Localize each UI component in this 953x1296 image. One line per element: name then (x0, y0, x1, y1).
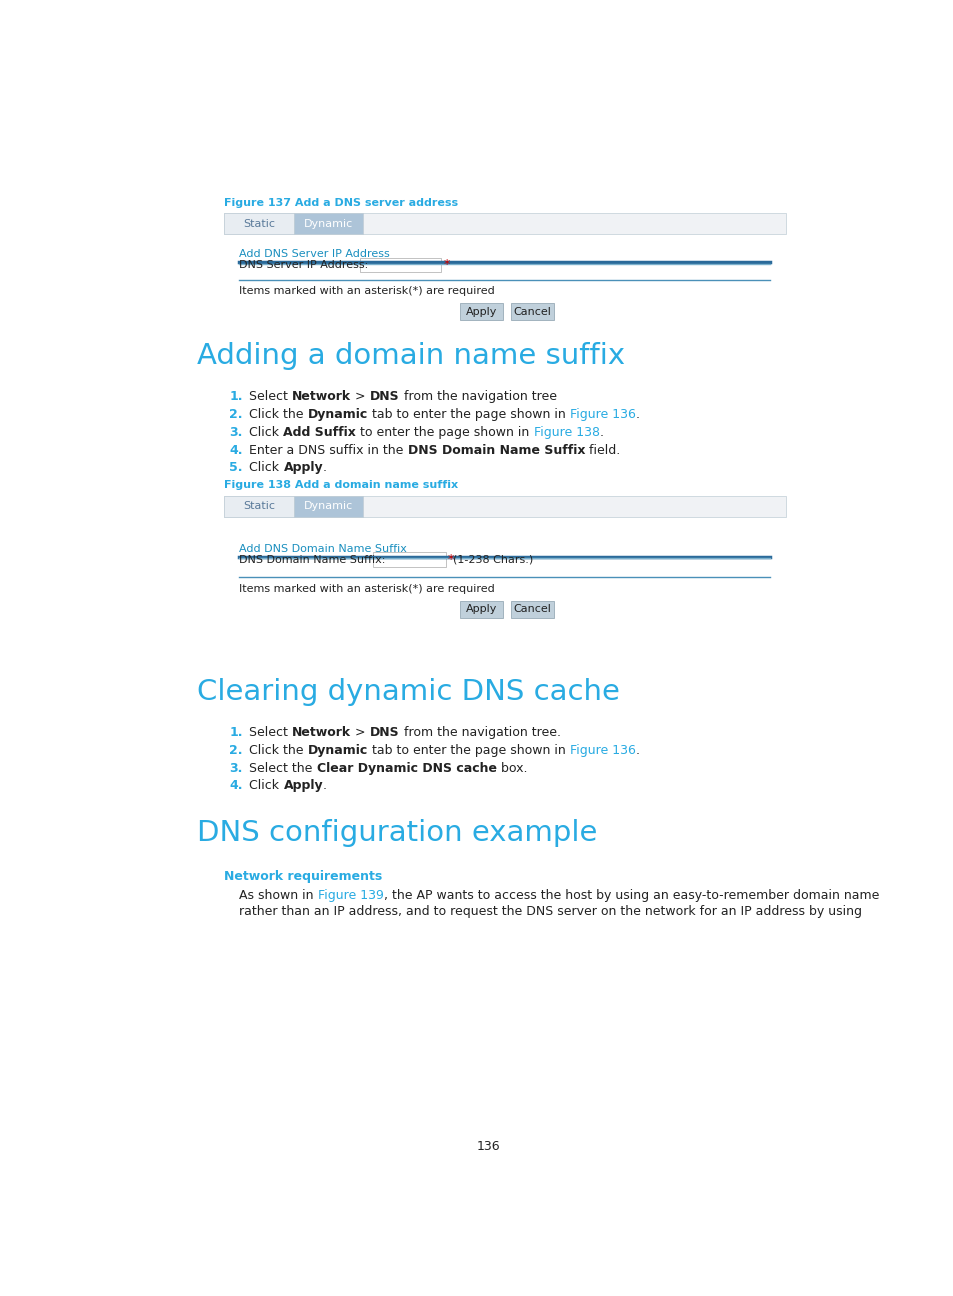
Text: As shown in: As shown in (239, 889, 317, 902)
Text: 2.: 2. (229, 408, 243, 421)
Text: Figure 136: Figure 136 (569, 408, 635, 421)
Text: Network: Network (292, 726, 351, 739)
Text: Dynamic: Dynamic (304, 219, 353, 228)
Text: Clear Dynamic DNS cache: Clear Dynamic DNS cache (316, 762, 497, 775)
Text: .: . (635, 408, 639, 421)
Text: Figure 138: Figure 138 (533, 426, 598, 439)
Text: Select: Select (249, 390, 292, 403)
Text: >: > (351, 726, 370, 739)
Text: tab to enter the page shown in: tab to enter the page shown in (368, 744, 569, 757)
Text: DNS: DNS (370, 726, 399, 739)
Text: 2.: 2. (229, 744, 243, 757)
FancyBboxPatch shape (359, 258, 440, 272)
Text: Figure 139: Figure 139 (317, 889, 383, 902)
Text: Network requirements: Network requirements (224, 870, 382, 883)
Text: to enter the page shown in: to enter the page shown in (356, 426, 533, 439)
Text: 1.: 1. (229, 390, 243, 403)
Text: Enter a DNS suffix in the: Enter a DNS suffix in the (249, 443, 407, 456)
Text: Select: Select (249, 726, 292, 739)
FancyBboxPatch shape (224, 214, 785, 235)
Text: Click the: Click the (249, 408, 308, 421)
Text: Adding a domain name suffix: Adding a domain name suffix (196, 342, 624, 369)
Text: from the navigation tree: from the navigation tree (399, 390, 556, 403)
Text: Apply: Apply (283, 779, 323, 792)
FancyBboxPatch shape (224, 496, 294, 517)
Text: Figure 138 Add a domain name suffix: Figure 138 Add a domain name suffix (224, 481, 457, 490)
Text: field.: field. (585, 443, 619, 456)
Text: Cancel: Cancel (514, 307, 551, 316)
Text: Select the: Select the (249, 762, 316, 775)
Text: box.: box. (497, 762, 527, 775)
Text: Click: Click (249, 426, 283, 439)
Text: Cancel: Cancel (514, 604, 551, 614)
Text: .: . (323, 779, 327, 792)
Text: 3.: 3. (229, 426, 242, 439)
Text: 1.: 1. (229, 726, 243, 739)
Text: .: . (323, 461, 327, 474)
Text: 136: 136 (476, 1139, 500, 1152)
Text: rather than an IP address, and to request the DNS server on the network for an I: rather than an IP address, and to reques… (239, 905, 862, 918)
Text: tab to enter the page shown in: tab to enter the page shown in (368, 408, 569, 421)
Text: Click: Click (249, 779, 283, 792)
FancyBboxPatch shape (459, 600, 503, 617)
Text: 3.: 3. (229, 762, 242, 775)
Text: Figure 136: Figure 136 (569, 744, 635, 757)
Text: .: . (635, 744, 639, 757)
Text: Click: Click (249, 461, 283, 474)
FancyBboxPatch shape (373, 552, 446, 568)
FancyBboxPatch shape (459, 303, 503, 320)
Text: Static: Static (242, 502, 274, 511)
Text: Apply: Apply (465, 604, 497, 614)
Text: Add DNS Domain Name Suffix: Add DNS Domain Name Suffix (239, 544, 407, 555)
Text: 4.: 4. (229, 443, 243, 456)
Text: Clearing dynamic DNS cache: Clearing dynamic DNS cache (196, 678, 619, 705)
Text: 4.: 4. (229, 779, 243, 792)
FancyBboxPatch shape (511, 303, 554, 320)
FancyBboxPatch shape (294, 496, 363, 517)
Text: .: . (598, 426, 603, 439)
Text: Apply: Apply (465, 307, 497, 316)
Text: DNS Server IP Address:: DNS Server IP Address: (239, 260, 368, 270)
Text: Add Suffix: Add Suffix (283, 426, 356, 439)
Text: 5.: 5. (229, 461, 243, 474)
FancyBboxPatch shape (294, 214, 363, 235)
Text: Network: Network (292, 390, 351, 403)
Text: Add DNS Server IP Address: Add DNS Server IP Address (239, 249, 390, 259)
Text: Click the: Click the (249, 744, 308, 757)
Text: Apply: Apply (283, 461, 323, 474)
Text: Static: Static (242, 219, 274, 228)
Text: (1-238 Chars.): (1-238 Chars.) (453, 555, 533, 565)
FancyBboxPatch shape (224, 496, 785, 517)
Text: from the navigation tree.: from the navigation tree. (399, 726, 560, 739)
Text: *: * (443, 258, 449, 271)
Text: Items marked with an asterisk(*) are required: Items marked with an asterisk(*) are req… (239, 286, 495, 297)
Text: Items marked with an asterisk(*) are required: Items marked with an asterisk(*) are req… (239, 583, 495, 594)
FancyBboxPatch shape (224, 214, 294, 235)
Text: DNS Domain Name Suffix: DNS Domain Name Suffix (407, 443, 585, 456)
Text: DNS configuration example: DNS configuration example (196, 819, 597, 848)
Text: Dynamic: Dynamic (308, 744, 368, 757)
Text: Dynamic: Dynamic (308, 408, 368, 421)
Text: >: > (351, 390, 370, 403)
Text: Dynamic: Dynamic (304, 502, 353, 511)
Text: DNS: DNS (370, 390, 399, 403)
Text: *: * (447, 553, 454, 566)
Text: , the AP wants to access the host by using an easy-to-remember domain name: , the AP wants to access the host by usi… (383, 889, 879, 902)
Text: Figure 137 Add a DNS server address: Figure 137 Add a DNS server address (224, 198, 457, 207)
FancyBboxPatch shape (511, 600, 554, 617)
Text: DNS Domain Name Suffix:: DNS Domain Name Suffix: (239, 555, 385, 565)
